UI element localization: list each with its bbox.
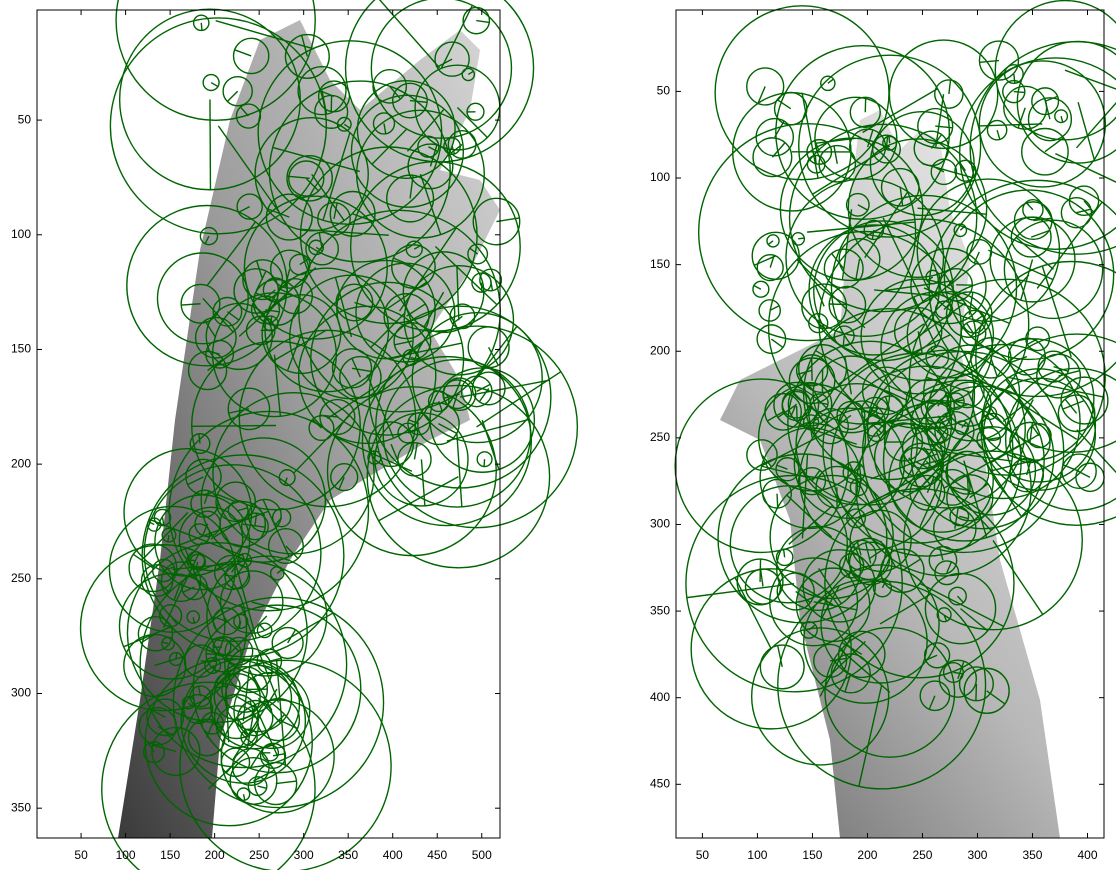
feature-orientation [829,304,847,305]
feature-orientation [479,388,488,401]
feature-orientation [476,21,489,23]
x-tick-label: 350 [338,848,358,862]
y-tick-label: 300 [11,686,31,700]
y-tick-label: 450 [650,776,670,790]
feature-orientation [227,91,237,101]
feature-orientation [987,415,993,427]
feature-orientation [1037,202,1102,288]
x-tick-label: 300 [967,848,987,862]
x-tick-label: 200 [857,848,877,862]
feature-orientation [997,130,1000,139]
feature-orientation [754,285,761,289]
x-tick-label: 250 [249,848,269,862]
y-tick-label: 400 [650,690,670,704]
x-tick-label: 50 [696,848,710,862]
feature-orientation [273,754,285,756]
x-tick-label: 400 [383,848,403,862]
x-tick-label: 250 [912,848,932,862]
feature-orientation [935,126,952,128]
feature-orientation [276,781,297,784]
feature-orientation [244,794,245,800]
feature-orientation [201,23,202,31]
y-tick-label: 150 [650,257,670,271]
feature-orientation [1063,401,1085,410]
y-tick-label: 50 [657,84,671,98]
feature-orientation [258,786,267,788]
feature-orientation [1065,399,1077,413]
feature-circle [450,304,475,329]
feature-orientation [784,549,785,557]
y-tick-label: 250 [11,571,31,585]
x-tick-label: 300 [294,848,314,862]
feature-orientation [260,625,265,630]
feature-orientation [949,80,951,94]
x-tick-label: 100 [747,848,767,862]
figure: 50 100 150 200 250 300 350 400 450 500 50 100 150 200… [0,0,1116,870]
x-tick-label: 100 [116,848,136,862]
feature-circle [970,42,1116,254]
x-tick-label: 350 [1022,848,1042,862]
x-tick-label: 400 [1077,848,1097,862]
y-tick-label: 200 [11,456,31,470]
y-tick-label: 100 [650,170,670,184]
y-tick-label: 300 [650,517,670,531]
feature-orientation [828,79,834,83]
feature-orientation [735,577,771,648]
feature-orientation [1076,68,1116,148]
feature-orientation [1055,154,1116,195]
feature-orientation [1016,237,1053,269]
y-tick-label: 350 [11,800,31,814]
feature-orientation [457,433,462,507]
feature-orientation [834,146,837,164]
y-tick-label: 200 [650,343,670,357]
feature-orientation [889,136,890,143]
feature-orientation [1014,74,1015,83]
x-tick-label: 150 [802,848,822,862]
feature-orientation [798,238,804,239]
x-tick-label: 450 [427,848,447,862]
feature-circle [1076,463,1104,491]
feature-orientation [1014,92,1025,93]
feature-orientation [210,99,211,189]
feature-circle [987,120,1006,139]
feature-orientation [192,426,276,427]
feature-orientation [768,241,773,245]
feature-orientation [211,83,218,87]
y-tick-label: 100 [11,227,31,241]
feature-orientation [761,569,763,586]
x-tick-label: 200 [205,848,225,862]
feature-orientation [777,494,778,508]
feature-orientation [484,459,485,466]
feature-circle [767,235,779,247]
y-tick-label: 350 [650,603,670,617]
feature-orientation [843,336,844,346]
feature-orientation [251,752,261,767]
y-tick-label: 150 [11,342,31,356]
y-tick-label: 50 [18,112,32,126]
feature-orientation [187,560,196,561]
x-tick-label: 150 [160,848,180,862]
feature-orientation [771,339,783,347]
feature-orientation [176,653,177,659]
feature-circle [1055,110,1068,123]
feature-orientation [1061,116,1063,122]
x-tick-label: 500 [472,848,492,862]
y-tick-label: 250 [650,430,670,444]
feature-orientation [235,50,252,56]
x-tick-label: 50 [74,848,88,862]
feature-orientation [1078,102,1095,161]
